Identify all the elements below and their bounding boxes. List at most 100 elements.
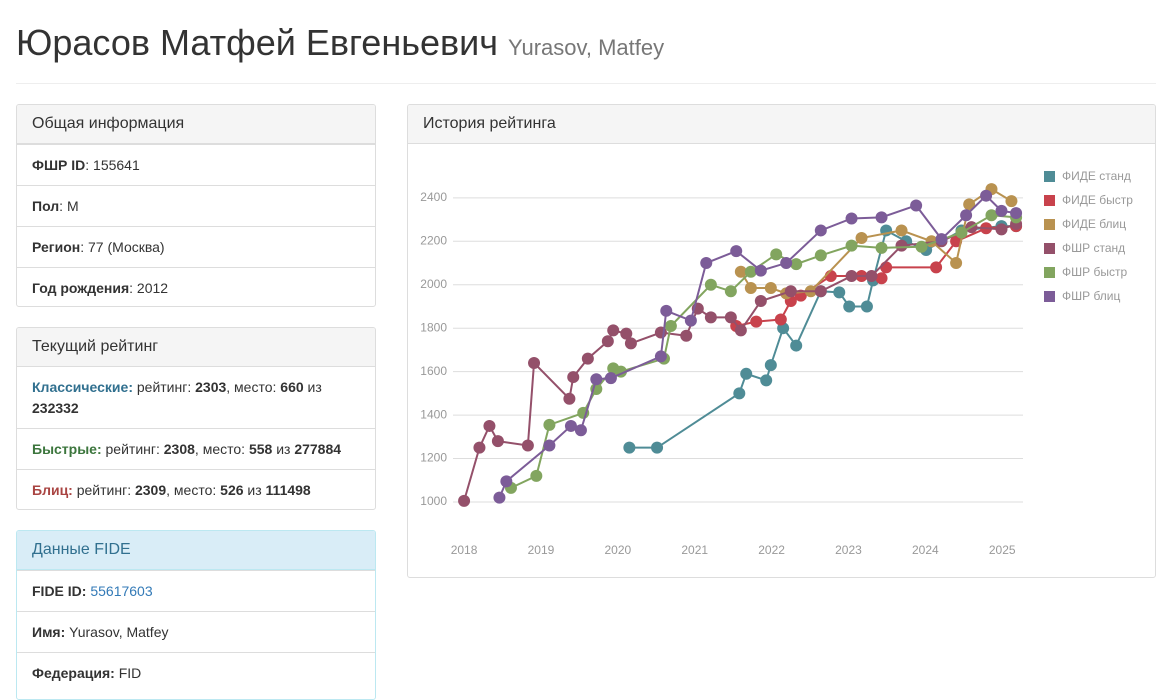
point	[651, 441, 664, 454]
rating-row: Классические: рейтинг: 2303, место: 660 …	[17, 367, 375, 428]
point	[530, 469, 543, 482]
point	[654, 350, 667, 363]
page-title: Юрасов Матфей Евгеньевич Yurasov, Matfey	[16, 22, 664, 64]
label: Пол	[32, 198, 60, 214]
point	[623, 441, 636, 454]
point	[543, 439, 556, 452]
label: Имя:	[32, 624, 66, 640]
point	[855, 232, 868, 245]
point	[493, 491, 506, 504]
point	[744, 265, 757, 278]
point	[458, 494, 471, 507]
latin-name: Yurasov, Matfey	[508, 35, 665, 60]
point	[750, 315, 763, 328]
x-tick-label: 2024	[912, 543, 939, 557]
y-tick-label: 1400	[420, 407, 447, 421]
point	[995, 223, 1008, 236]
legend-label: ФШР блиц	[1062, 289, 1120, 303]
y-tick-label: 1800	[420, 320, 447, 334]
point	[790, 339, 803, 352]
label: Федерация:	[32, 665, 115, 681]
point	[528, 356, 541, 369]
point	[860, 300, 873, 313]
point	[764, 359, 777, 372]
panel-heading: Общая информация	[17, 105, 375, 144]
legend-swatch	[1044, 243, 1055, 254]
point	[845, 270, 858, 283]
point	[601, 335, 614, 348]
point	[880, 261, 893, 274]
of-text: из	[276, 441, 291, 457]
point	[780, 257, 793, 270]
point	[764, 282, 777, 295]
chart-panel: История рейтинга 1000 1200 1400 1600 1800 200…	[407, 104, 1156, 578]
point	[724, 311, 737, 324]
point	[814, 224, 827, 237]
label: Год рождения	[32, 280, 130, 296]
x-tick-label: 2020	[604, 543, 631, 557]
total: 232332	[32, 400, 79, 416]
panel-heading: Данные FIDE	[17, 531, 375, 570]
point	[684, 314, 697, 327]
legend-swatch	[1044, 219, 1055, 230]
point	[950, 257, 963, 270]
point	[563, 392, 576, 405]
of-text: из	[307, 379, 322, 395]
info-row: ФШР ID: 155641	[17, 144, 375, 185]
info-row: Регион: 77 (Москва)	[17, 226, 375, 267]
point	[700, 257, 713, 270]
label: Классические:	[32, 379, 133, 395]
point	[607, 324, 620, 337]
point	[473, 441, 486, 454]
y-tick-label: 2400	[420, 190, 447, 204]
place-text: , место:	[226, 379, 277, 395]
point	[814, 249, 827, 262]
point	[567, 371, 580, 384]
label: Регион	[32, 239, 81, 255]
point	[915, 240, 928, 253]
rating-text: рейтинг:	[105, 441, 160, 457]
point	[604, 372, 617, 385]
point	[784, 285, 797, 298]
chart: 1000 1200 1400 1600 1800 2000 2200 2400 2018 2019…	[420, 169, 1133, 557]
point	[590, 373, 603, 386]
point	[875, 241, 888, 254]
value: : М	[59, 198, 79, 214]
y-tick-label: 2200	[420, 233, 447, 247]
point	[543, 418, 556, 431]
legend-swatch	[1044, 171, 1055, 182]
info-row: Федерация: FID	[17, 652, 375, 693]
point	[950, 235, 963, 248]
rating: 2308	[163, 441, 195, 457]
point	[734, 265, 747, 278]
info-row: Имя: Yurasov, Matfey	[17, 611, 375, 652]
point	[910, 199, 923, 212]
rating-text: рейтинг:	[76, 482, 132, 498]
rating-text: рейтинг:	[136, 379, 192, 395]
point	[875, 272, 888, 285]
point	[774, 313, 787, 326]
x-tick-label: 2023	[835, 543, 862, 557]
info-row: FIDE ID: 55617603	[17, 570, 375, 611]
label: Блиц:	[32, 482, 73, 498]
point	[760, 374, 773, 387]
point	[660, 304, 673, 317]
x-tick-label: 2021	[681, 543, 708, 557]
rating: 2303	[195, 379, 227, 395]
point	[875, 211, 888, 224]
legend-label: ФИДЕ блиц	[1062, 217, 1126, 231]
point	[744, 282, 757, 295]
point	[564, 419, 577, 432]
general-panel: Общая информация ФШР ID: 155641 Пол: М Р…	[16, 104, 376, 307]
value: Yurasov, Matfey	[69, 624, 169, 640]
point	[960, 209, 973, 222]
point	[963, 198, 976, 211]
point	[581, 352, 594, 365]
fide-link[interactable]: 55617603	[90, 583, 153, 599]
point	[985, 209, 998, 222]
point	[733, 387, 746, 400]
point	[500, 475, 513, 488]
point	[845, 212, 858, 225]
value: FID	[118, 665, 142, 681]
legend-swatch	[1044, 195, 1055, 206]
